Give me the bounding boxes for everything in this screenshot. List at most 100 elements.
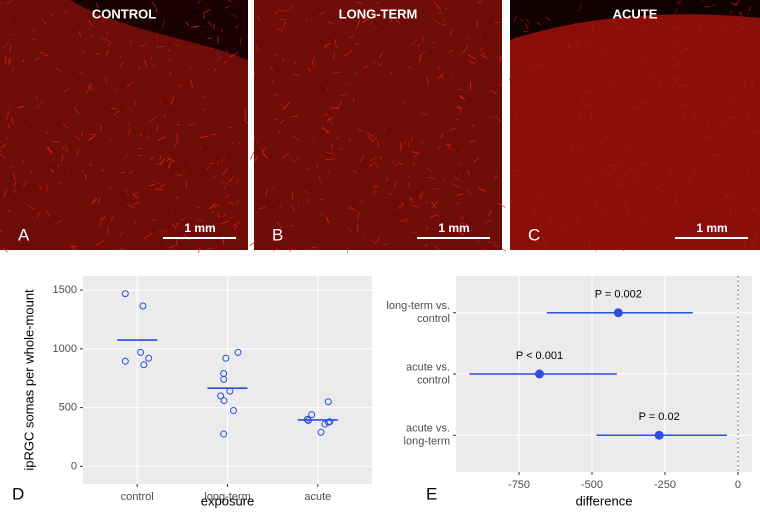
fiber: [76, 149, 79, 157]
fiber: [738, 11, 743, 17]
fiber: [290, 159, 298, 164]
fiber: [331, 143, 334, 148]
fiber: [628, 46, 637, 49]
fiber: [178, 83, 183, 88]
fiber: [95, 123, 99, 125]
fiber: [368, 135, 374, 143]
fiber: [213, 24, 215, 30]
fiber: [22, 158, 25, 164]
fiber: [468, 60, 476, 65]
fiber: [185, 21, 190, 27]
fiber: [310, 246, 317, 249]
fiber: [571, 197, 575, 202]
fiber: [233, 225, 239, 230]
fiber: [231, 142, 234, 147]
fiber: [101, 19, 106, 24]
fiber: [330, 157, 336, 160]
fiber: [277, 130, 280, 134]
panel-title: CONTROL: [92, 6, 156, 21]
fiber: [47, 146, 52, 155]
fiber: [17, 106, 25, 109]
fiber: [208, 224, 213, 230]
fiber: [409, 197, 414, 201]
fiber: [677, 83, 687, 88]
fiber: [264, 188, 269, 197]
fiber: [722, 119, 725, 127]
fiber: [0, 144, 7, 149]
fiber: [107, 41, 112, 47]
fiber: [697, 26, 701, 31]
fiber: [746, 170, 749, 178]
fiber: [352, 169, 357, 174]
fiber: [94, 52, 100, 55]
fiber: [180, 219, 185, 221]
fiber: [522, 145, 526, 148]
fiber: [717, 27, 726, 32]
fiber: [432, 18, 440, 25]
data-point: [220, 397, 228, 405]
fiber: [376, 117, 379, 120]
fiber: [441, 76, 444, 79]
fiber: [563, 225, 568, 230]
fiber: [524, 22, 529, 30]
fiber: [585, 177, 594, 181]
fiber: [297, 156, 299, 160]
data-point: [234, 348, 242, 356]
fiber: [298, 204, 300, 208]
fiber: [38, 184, 43, 190]
fiber: [745, 112, 749, 118]
fiber: [190, 79, 194, 88]
fiber: [525, 189, 528, 194]
fiber: [613, 164, 615, 173]
fiber: [109, 137, 112, 141]
fiber: [35, 57, 40, 61]
x-tick-label: acute: [304, 491, 331, 503]
fiber: [479, 33, 482, 36]
fiber: [336, 101, 342, 109]
fiber: [501, 248, 507, 252]
fiber: [36, 96, 38, 101]
fiber: [717, 96, 723, 104]
fiber: [689, 116, 697, 122]
fiber: [564, 67, 568, 70]
annotation: P = 0.002: [595, 289, 642, 301]
fiber: [401, 202, 404, 206]
fiber: [225, 194, 230, 199]
fiber: [99, 221, 101, 227]
fiber: [729, 48, 732, 50]
fiber: [9, 33, 12, 36]
fiber: [41, 19, 47, 25]
fiber: [327, 130, 330, 134]
fiber: [747, 68, 756, 70]
fiber: [593, 206, 601, 212]
fiber: [346, 247, 349, 254]
fiber: [748, 6, 751, 11]
fiber: [2, 248, 9, 253]
fiber: [624, 65, 632, 68]
fiber: [73, 135, 81, 140]
fiber: [190, 25, 199, 29]
fiber: [156, 46, 165, 48]
fiber: [493, 244, 500, 248]
fiber: [660, 88, 666, 91]
fiber: [159, 155, 162, 160]
fiber: [412, 162, 415, 168]
fiber: [410, 204, 420, 208]
fiber: [221, 168, 228, 176]
fiber: [681, 112, 686, 120]
fiber: [648, 178, 651, 186]
fiber: [466, 170, 471, 175]
fiber: [656, 214, 661, 216]
fiber: [165, 244, 168, 247]
fiber: [469, 140, 476, 143]
fiber: [139, 43, 147, 48]
panel-letter: B: [272, 225, 283, 244]
fiber: [202, 96, 208, 99]
fiber: [256, 139, 260, 144]
fiber: [327, 21, 334, 24]
fiber: [87, 85, 94, 91]
fiber: [100, 38, 110, 41]
fiber: [754, 138, 757, 142]
fiber: [8, 165, 14, 168]
fiber: [335, 136, 340, 141]
